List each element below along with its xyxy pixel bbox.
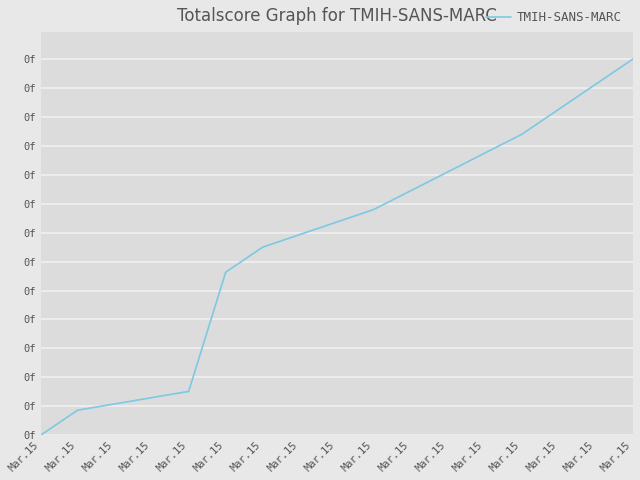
TMIH-SANS-MARC: [148, 395, 156, 400]
TMIH-SANS-MARC: [555, 106, 563, 112]
TMIH-SANS-MARC: [74, 408, 81, 413]
TMIH-SANS-MARC: [222, 269, 230, 275]
Line: TMIH-SANS-MARC: TMIH-SANS-MARC: [40, 59, 633, 435]
Title: Totalscore Graph for TMIH-SANS-MARC: Totalscore Graph for TMIH-SANS-MARC: [177, 7, 497, 25]
TMIH-SANS-MARC: [333, 219, 340, 225]
TMIH-SANS-MARC: [36, 432, 44, 438]
TMIH-SANS-MARC: [629, 56, 637, 62]
TMIH-SANS-MARC: [370, 206, 378, 212]
TMIH-SANS-MARC: [518, 132, 526, 137]
TMIH-SANS-MARC: [407, 188, 415, 193]
Legend: TMIH-SANS-MARC: TMIH-SANS-MARC: [481, 6, 627, 29]
TMIH-SANS-MARC: [296, 232, 303, 238]
TMIH-SANS-MARC: [481, 150, 489, 156]
TMIH-SANS-MARC: [259, 244, 267, 250]
TMIH-SANS-MARC: [111, 401, 118, 407]
TMIH-SANS-MARC: [592, 81, 600, 87]
TMIH-SANS-MARC: [444, 169, 452, 175]
TMIH-SANS-MARC: [185, 388, 193, 394]
